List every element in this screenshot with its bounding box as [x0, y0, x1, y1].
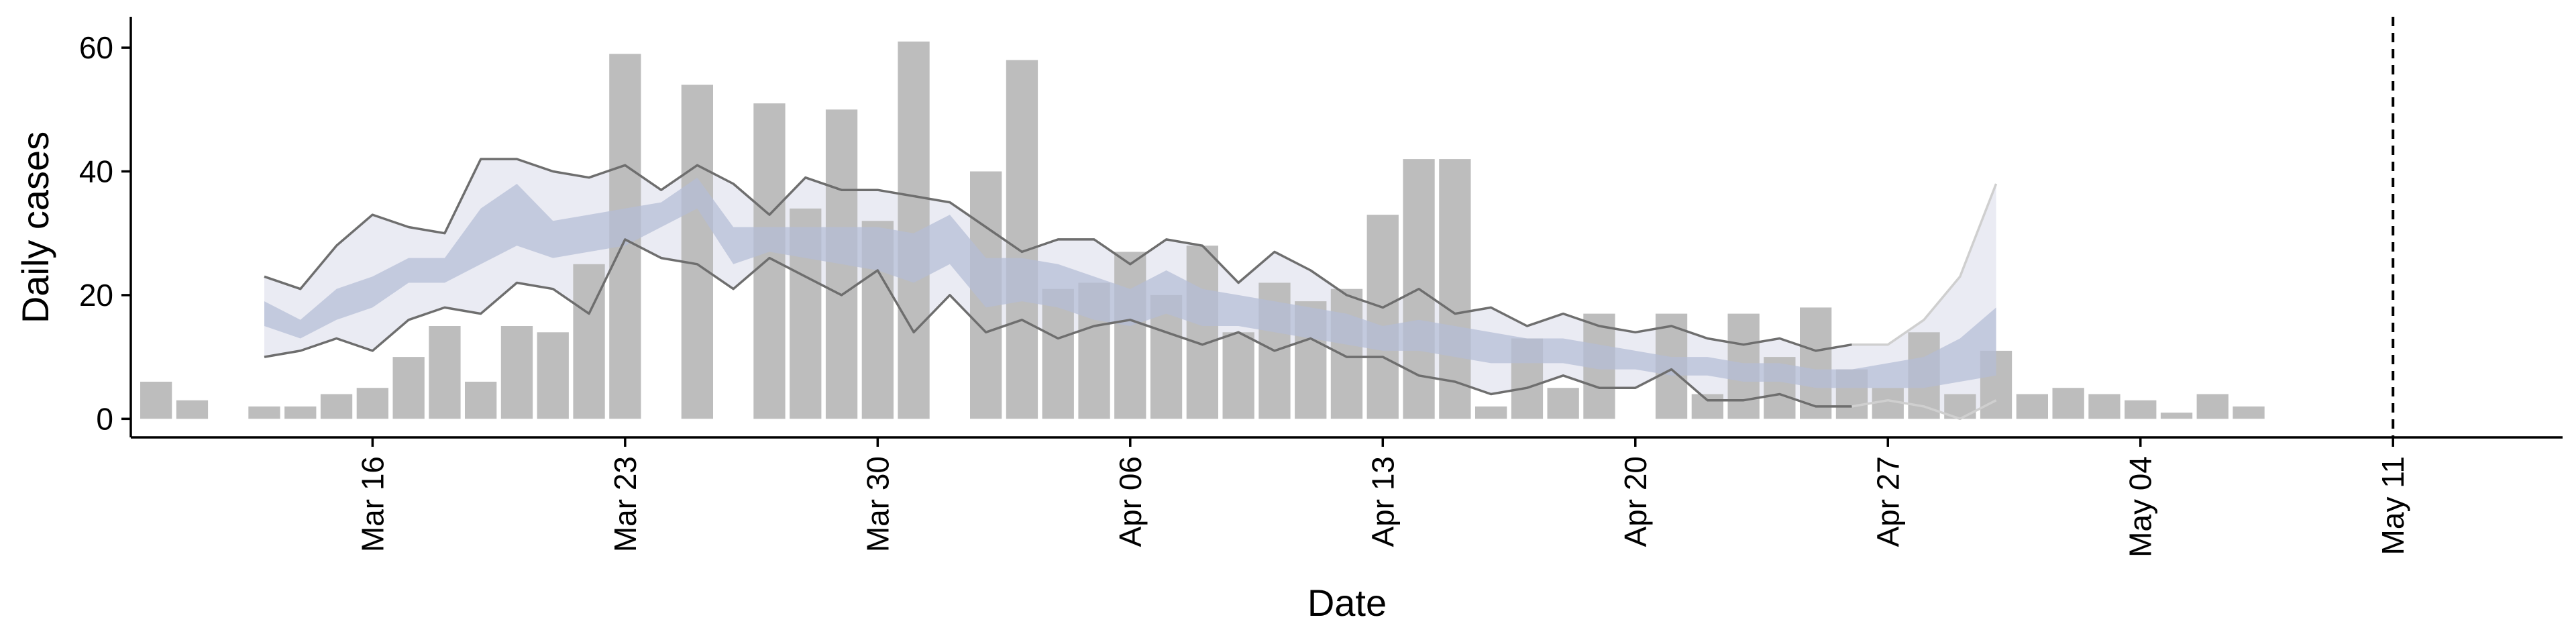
case-bar — [2016, 394, 2048, 419]
case-bar — [537, 332, 569, 419]
axes — [129, 17, 2563, 439]
x-axis-title: Date — [1307, 582, 1387, 624]
case-bar — [2196, 394, 2229, 419]
case-bar — [1475, 406, 1507, 419]
case-bar — [392, 357, 425, 419]
x-axis-ticks: Mar 16 Mar 23 Mar 30 Apr 06 Apr 13 Apr 20 Apr … — [355, 437, 2410, 557]
case-bar — [176, 400, 209, 419]
case-bar — [1222, 332, 1254, 419]
y-tick-label: 20 — [79, 278, 113, 313]
x-tick-label: Mar 23 — [608, 456, 643, 552]
case-bar — [140, 382, 172, 419]
case-bar — [465, 382, 497, 419]
case-bar — [1330, 288, 1363, 419]
case-bar — [248, 406, 280, 419]
x-tick-label: May 04 — [2123, 456, 2158, 557]
y-axis-ticks: 0 20 40 60 — [79, 30, 131, 436]
x-tick-label: Mar 30 — [860, 456, 895, 552]
y-tick-label: 40 — [79, 154, 113, 189]
upper-bound-line-forecast — [1851, 183, 1998, 346]
case-bar — [1366, 215, 1399, 419]
case-bar — [1691, 394, 1723, 419]
y-tick-label: 60 — [79, 30, 113, 65]
upper-bound-line — [264, 158, 1852, 352]
x-tick-label: Apr 27 — [1870, 456, 1905, 547]
case-bar — [1186, 246, 1218, 419]
case-bar — [1114, 252, 1146, 419]
x-tick-label: Apr 13 — [1365, 456, 1400, 547]
case-bar — [2160, 413, 2193, 419]
case-bar — [1439, 159, 1471, 419]
x-tick-label: Apr 06 — [1113, 456, 1148, 547]
case-bar — [2125, 400, 2157, 419]
x-tick-label: Mar 16 — [355, 456, 390, 552]
case-bar — [429, 326, 461, 419]
case-bar — [1547, 388, 1579, 419]
case-bar — [753, 103, 786, 419]
y-axis-title: Daily cases — [14, 131, 56, 323]
case-bar — [284, 406, 317, 419]
lower-bound-line — [264, 238, 1852, 408]
case-bar — [356, 388, 388, 419]
case-bar — [681, 85, 713, 419]
case-bar — [2233, 406, 2265, 419]
y-tick-label: 0 — [96, 401, 113, 436]
case-bar — [1006, 60, 1038, 419]
case-bar — [2052, 388, 2084, 419]
case-bar — [500, 326, 533, 419]
case-bar — [320, 394, 353, 419]
lower-bound-line-forecast — [1851, 398, 1997, 421]
case-bar — [2088, 394, 2121, 419]
case-bar — [573, 264, 605, 419]
x-tick-label: May 11 — [2375, 456, 2410, 555]
x-tick-label: Apr 20 — [1618, 456, 1653, 547]
case-bar — [1800, 307, 1832, 419]
band-bound-lines — [264, 158, 1998, 421]
case-bar — [1872, 388, 1904, 419]
